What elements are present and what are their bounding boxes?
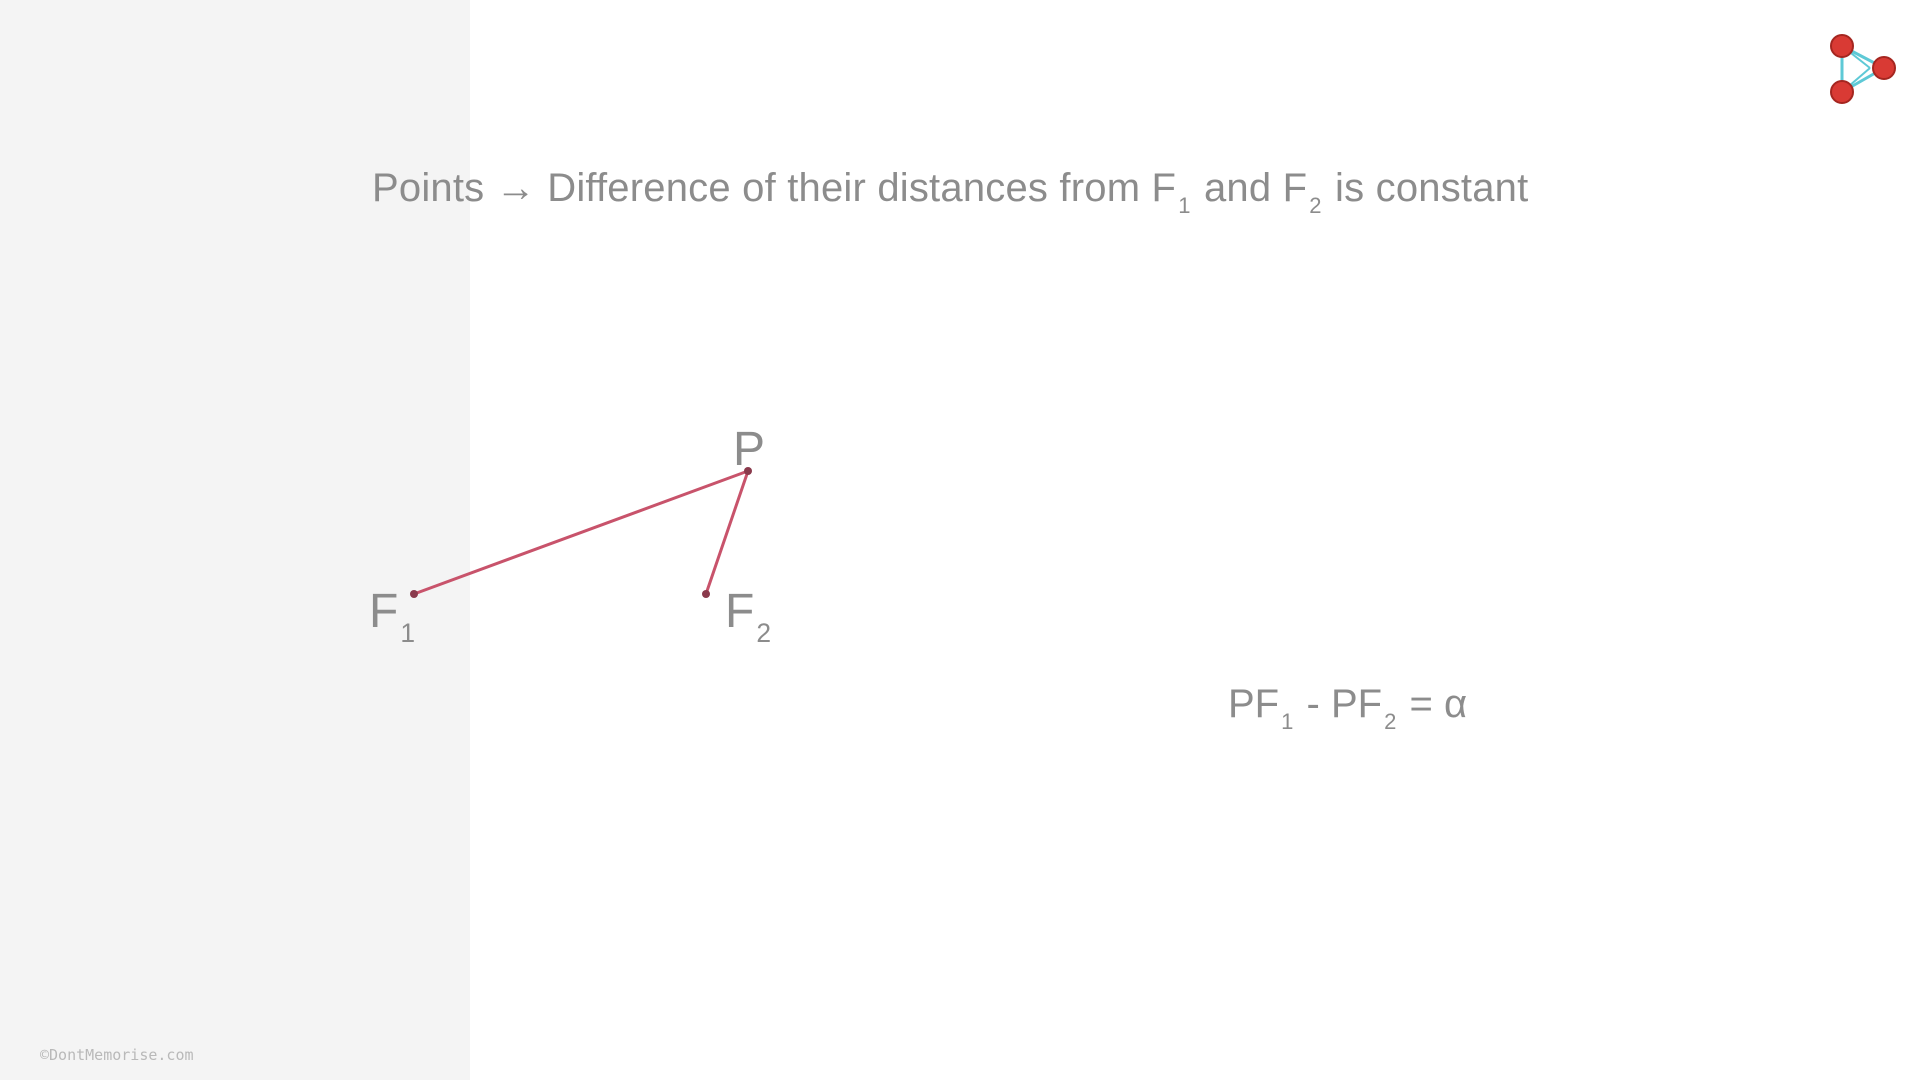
label-f2-main: F: [725, 585, 755, 638]
point-f1-dot: [410, 590, 418, 598]
label-f2: F2: [725, 584, 773, 648]
point-f2-dot: [702, 590, 710, 598]
equation-pf2-sub: 2: [1384, 709, 1397, 735]
equation-equals: =: [1409, 682, 1433, 726]
slide-headline: Points → Difference of their distances f…: [372, 166, 1529, 218]
headline-part3: is constant: [1335, 166, 1529, 210]
play-triangle-molecule-logo-icon: [1830, 34, 1896, 104]
equation-minus: -: [1306, 682, 1320, 726]
label-f1-main: F: [369, 585, 399, 638]
copyright-watermark: ©DontMemorise.com: [40, 1046, 194, 1064]
label-p-text: P: [733, 423, 766, 476]
headline-sub2: 2: [1309, 193, 1322, 219]
left-shaded-panel: [0, 0, 470, 1080]
headline-part1: Difference of their distances from F: [547, 166, 1177, 210]
equation-alpha: α: [1443, 682, 1468, 726]
point-p-dot: [744, 467, 752, 475]
headline-part2: and F: [1203, 166, 1308, 210]
equation-pf1: PF: [1228, 682, 1280, 726]
headline-lead: Points: [372, 166, 485, 210]
segment-pf2: [704, 469, 750, 596]
equation-pf1-sub: 1: [1281, 709, 1294, 735]
label-f1: F1: [369, 584, 417, 648]
label-f2-sub: 2: [756, 617, 772, 648]
difference-equation: PF1 - PF2 = α: [1228, 682, 1468, 734]
equation-pf2: PF: [1330, 682, 1383, 726]
right-arrow-icon: →: [495, 166, 536, 210]
segment-pf1: [412, 469, 750, 596]
headline-sub1: 1: [1178, 193, 1191, 219]
label-p: P: [733, 422, 765, 477]
label-f1-sub: 1: [400, 617, 416, 648]
